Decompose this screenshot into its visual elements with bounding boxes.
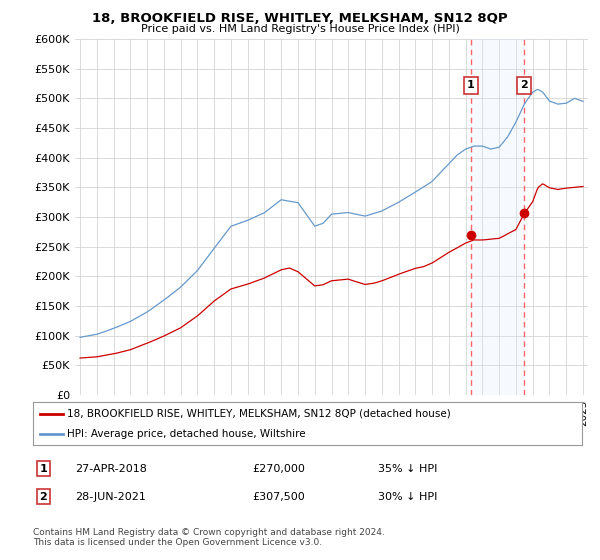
Bar bbox=[471, 39, 524, 395]
Text: 1: 1 bbox=[40, 464, 47, 474]
Text: Price paid vs. HM Land Registry's House Price Index (HPI): Price paid vs. HM Land Registry's House … bbox=[140, 24, 460, 34]
Text: 28-JUN-2021: 28-JUN-2021 bbox=[75, 492, 146, 502]
Text: £270,000: £270,000 bbox=[252, 464, 305, 474]
Text: 18, BROOKFIELD RISE, WHITLEY, MELKSHAM, SN12 8QP (detached house): 18, BROOKFIELD RISE, WHITLEY, MELKSHAM, … bbox=[67, 409, 451, 419]
Text: 2: 2 bbox=[40, 492, 47, 502]
Text: 18, BROOKFIELD RISE, WHITLEY, MELKSHAM, SN12 8QP: 18, BROOKFIELD RISE, WHITLEY, MELKSHAM, … bbox=[92, 12, 508, 25]
Text: Contains HM Land Registry data © Crown copyright and database right 2024.
This d: Contains HM Land Registry data © Crown c… bbox=[33, 528, 385, 547]
Text: 1: 1 bbox=[467, 81, 475, 90]
Text: 2: 2 bbox=[520, 81, 528, 90]
Text: 30% ↓ HPI: 30% ↓ HPI bbox=[378, 492, 437, 502]
Text: 27-APR-2018: 27-APR-2018 bbox=[75, 464, 147, 474]
Text: HPI: Average price, detached house, Wiltshire: HPI: Average price, detached house, Wilt… bbox=[67, 430, 305, 439]
Text: £307,500: £307,500 bbox=[252, 492, 305, 502]
Text: 35% ↓ HPI: 35% ↓ HPI bbox=[378, 464, 437, 474]
